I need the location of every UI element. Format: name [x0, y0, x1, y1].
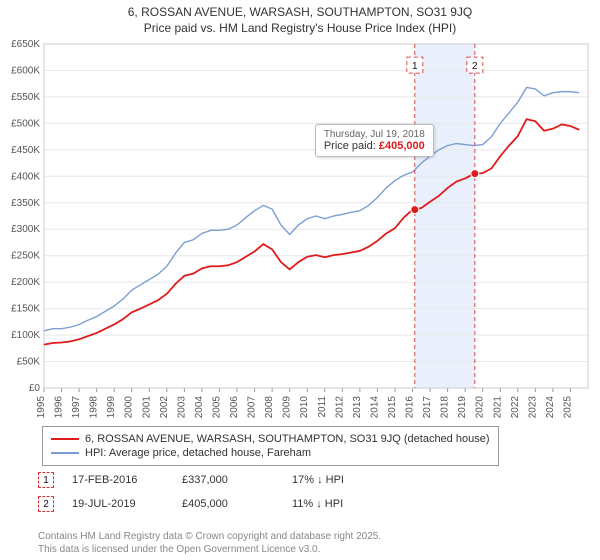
svg-text:1998: 1998	[89, 396, 100, 418]
svg-text:2019: 2019	[457, 396, 468, 418]
svg-text:£550K: £550K	[11, 92, 40, 103]
title-line-1: 6, ROSSAN AVENUE, WARSASH, SOUTHAMPTON, …	[0, 4, 600, 20]
chart-tooltip: Thursday, Jul 19, 2018 Price paid: £405,…	[315, 124, 434, 157]
svg-text:2021: 2021	[492, 396, 503, 418]
legend-label: HPI: Average price, detached house, Fare…	[85, 447, 311, 459]
tooltip-value: £405,000	[379, 140, 425, 152]
svg-text:£450K: £450K	[11, 145, 40, 156]
svg-text:2006: 2006	[229, 396, 240, 418]
svg-text:2000: 2000	[124, 396, 135, 418]
svg-text:2003: 2003	[176, 396, 187, 418]
sale-marker-icon: 1	[38, 472, 54, 488]
svg-text:£650K: £650K	[11, 39, 40, 50]
svg-text:2011: 2011	[317, 396, 328, 418]
svg-text:2025: 2025	[562, 396, 573, 418]
svg-text:2014: 2014	[369, 396, 380, 418]
svg-text:2008: 2008	[264, 396, 275, 418]
sale-date: 17-FEB-2016	[72, 474, 164, 486]
sale-price: £337,000	[182, 474, 274, 486]
legend-row: 6, ROSSAN AVENUE, WARSASH, SOUTHAMPTON, …	[51, 433, 490, 445]
legend: 6, ROSSAN AVENUE, WARSASH, SOUTHAMPTON, …	[42, 426, 499, 466]
svg-text:£50K: £50K	[17, 357, 41, 368]
svg-text:£500K: £500K	[11, 118, 40, 129]
legend-label: 6, ROSSAN AVENUE, WARSASH, SOUTHAMPTON, …	[85, 433, 490, 445]
svg-text:1: 1	[412, 61, 418, 72]
svg-text:2020: 2020	[475, 396, 486, 418]
svg-text:2: 2	[472, 61, 478, 72]
svg-text:2009: 2009	[282, 396, 293, 418]
svg-text:£600K: £600K	[11, 65, 40, 76]
svg-text:2001: 2001	[141, 396, 152, 418]
price-chart: £0 £50K £100K £150K £200K £250K £300K £350K £400…	[0, 38, 600, 418]
licence-text: Contains HM Land Registry data © Crown c…	[38, 531, 381, 556]
svg-text:2012: 2012	[334, 396, 345, 418]
svg-text:2023: 2023	[527, 396, 538, 418]
svg-text:2007: 2007	[247, 396, 258, 418]
tooltip-series-label: Price paid:	[324, 140, 376, 152]
tooltip-value-row: Price paid: £405,000	[324, 140, 425, 152]
sale-annotation: 1 17-FEB-2016 £337,000 17% ↓ HPI	[38, 472, 384, 488]
title-line-2: Price paid vs. HM Land Registry's House …	[0, 20, 600, 36]
sale-marker-icon: 2	[38, 496, 54, 512]
svg-text:2016: 2016	[405, 396, 416, 418]
svg-text:£100K: £100K	[11, 330, 40, 341]
svg-text:£0: £0	[29, 383, 41, 394]
legend-swatch-price-paid	[51, 438, 79, 440]
sale-price: £405,000	[182, 498, 274, 510]
sale-annotation: 2 19-JUL-2019 £405,000 11% ↓ HPI	[38, 496, 384, 512]
svg-text:1995: 1995	[36, 396, 47, 418]
svg-text:£300K: £300K	[11, 224, 40, 235]
svg-text:£250K: £250K	[11, 251, 40, 262]
svg-text:2018: 2018	[440, 396, 451, 418]
sale-date: 19-JUL-2019	[72, 498, 164, 510]
svg-text:2022: 2022	[510, 396, 521, 418]
svg-text:2002: 2002	[159, 396, 170, 418]
svg-text:1996: 1996	[54, 396, 65, 418]
chart-title: 6, ROSSAN AVENUE, WARSASH, SOUTHAMPTON, …	[0, 0, 600, 36]
licence-line-2: This data is licensed under the Open Gov…	[38, 544, 381, 557]
sale-delta: 17% ↓ HPI	[292, 474, 384, 486]
svg-text:2017: 2017	[422, 396, 433, 418]
legend-swatch-hpi	[51, 452, 79, 454]
svg-text:£200K: £200K	[11, 277, 40, 288]
svg-text:£150K: £150K	[11, 304, 40, 315]
svg-text:£350K: £350K	[11, 198, 40, 209]
svg-text:2010: 2010	[299, 396, 310, 418]
licence-line-1: Contains HM Land Registry data © Crown c…	[38, 531, 381, 544]
svg-text:1999: 1999	[106, 396, 117, 418]
svg-text:2024: 2024	[545, 396, 556, 418]
svg-text:1997: 1997	[71, 396, 82, 418]
svg-text:2004: 2004	[194, 396, 205, 418]
tooltip-date: Thursday, Jul 19, 2018	[324, 129, 425, 140]
svg-text:2005: 2005	[211, 396, 222, 418]
legend-row: HPI: Average price, detached house, Fare…	[51, 447, 490, 459]
svg-text:£400K: £400K	[11, 171, 40, 182]
svg-text:2015: 2015	[387, 396, 398, 418]
svg-text:2013: 2013	[352, 396, 363, 418]
sale-delta: 11% ↓ HPI	[292, 498, 384, 510]
